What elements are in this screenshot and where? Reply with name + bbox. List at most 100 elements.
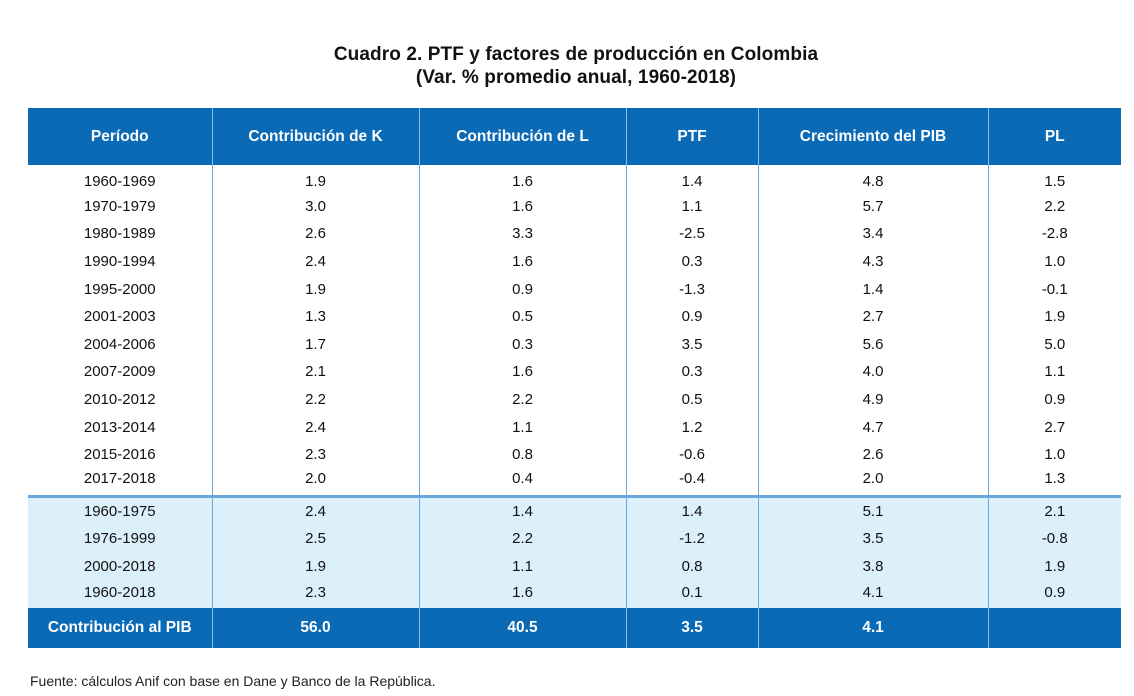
cell-pl: 1.3 xyxy=(987,468,1121,497)
cell-k-contribution: 2.3 xyxy=(211,440,419,469)
cell-l-contribution: 0.4 xyxy=(418,468,626,497)
table-footer: Contribución al PIB 56.0 40.5 3.5 4.1 xyxy=(28,608,1121,649)
cell-ptf: 0.3 xyxy=(625,358,758,386)
cell-l-contribution: 2.2 xyxy=(418,385,626,414)
cell-period: 2007-2009 xyxy=(83,363,156,381)
cell-k-contribution: 1.3 xyxy=(211,302,419,331)
cell-period: 1970-1979 xyxy=(83,197,156,215)
cell-l-contribution: 0.5 xyxy=(418,302,626,331)
table-row: 2007-2009 2.1 1.6 0.3 4.0 1.1 xyxy=(28,358,1121,386)
cell-ptf: 3.5 xyxy=(625,330,758,359)
period-rows: 1960-1969 1.9 1.6 1.4 4.8 1.5 1970-1979 3.0 1.6 1… xyxy=(28,165,1121,497)
cell-l-contribution: 1.6 xyxy=(418,580,626,609)
cell-pl: 1.0 xyxy=(987,247,1121,276)
cell-k-contribution: 2.1 xyxy=(211,358,419,386)
cell-gdp-growth: 5.6 xyxy=(757,330,988,359)
source-note: Fuente: cálculos Anif con base en Dane y… xyxy=(30,673,436,689)
footer-row: Contribución al PIB 56.0 40.5 3.5 4.1 xyxy=(28,608,1121,649)
summary-row: 2000-2018 1.9 1.1 0.8 3.8 1.9 xyxy=(28,552,1121,581)
cell-pl: 1.5 xyxy=(987,165,1121,193)
data-table: Período Contribución de K Contribución de … xyxy=(28,108,1121,649)
footer-cell-k-contribution: 56.0 xyxy=(211,608,419,649)
column-header-ptf: PTF xyxy=(625,108,758,165)
table-row: 1960-1969 1.9 1.6 1.4 4.8 1.5 xyxy=(28,165,1121,193)
cell-ptf: -0.6 xyxy=(625,440,758,469)
table-row: 2001-2003 1.3 0.5 0.9 2.7 1.9 xyxy=(28,302,1121,331)
cell-gdp-growth: 4.9 xyxy=(757,385,988,414)
cell-pl: 1.0 xyxy=(987,440,1121,469)
cell-gdp-growth: 4.7 xyxy=(757,413,988,441)
table-title: Cuadro 2. PTF y factores de producción e… xyxy=(333,44,819,65)
cell-k-contribution: 2.6 xyxy=(211,220,419,248)
cell-pl: 0.9 xyxy=(987,385,1121,414)
cell-gdp-growth: 4.8 xyxy=(757,165,988,193)
table-row: 1995-2000 1.9 0.9 -1.3 1.4 -0.1 xyxy=(28,275,1121,303)
cell-gdp-growth: 5.1 xyxy=(757,494,988,525)
footer-cell-l-contribution: 40.5 xyxy=(418,608,626,649)
cell-k-contribution: 1.9 xyxy=(211,552,419,581)
column-header-gdp-growth: Crecimiento del PIB xyxy=(757,108,988,165)
table-row: 2013-2014 2.4 1.1 1.2 4.7 2.7 xyxy=(28,413,1121,441)
cell-ptf: 1.1 xyxy=(625,192,758,221)
cell-l-contribution: 1.6 xyxy=(418,165,626,193)
cell-pl: -2.8 xyxy=(987,220,1121,248)
cell-ptf: -2.5 xyxy=(625,220,758,248)
cell-l-contribution: 1.6 xyxy=(418,192,626,221)
cell-l-contribution: 1.6 xyxy=(418,358,626,386)
table-header: Período Contribución de K Contribución de … xyxy=(28,108,1121,165)
cell-pl: 1.1 xyxy=(987,358,1121,386)
cell-k-contribution: 2.4 xyxy=(211,413,419,441)
cell-k-contribution: 2.5 xyxy=(211,524,419,553)
cell-ptf: 0.9 xyxy=(625,302,758,331)
cell-period: 2015-2016 xyxy=(83,446,156,464)
cell-ptf: 1.4 xyxy=(625,165,758,193)
cell-ptf: 0.1 xyxy=(625,580,758,609)
cell-ptf: 0.5 xyxy=(625,385,758,414)
cell-k-contribution: 2.4 xyxy=(211,247,419,276)
table-row: 2004-2006 1.7 0.3 3.5 5.6 5.0 xyxy=(28,330,1121,359)
cell-pl: 0.9 xyxy=(987,580,1121,609)
cell-l-contribution: 0.9 xyxy=(418,275,626,303)
cell-k-contribution: 2.2 xyxy=(211,385,419,414)
cell-period: 1995-2000 xyxy=(83,280,156,298)
footer-cell-pl xyxy=(987,608,1121,649)
cell-gdp-growth: 4.1 xyxy=(757,580,988,609)
cell-pl: 2.1 xyxy=(987,494,1121,525)
cell-period: 2010-2012 xyxy=(83,391,156,409)
cell-gdp-growth: 2.6 xyxy=(757,440,988,469)
cell-ptf: -0.4 xyxy=(625,468,758,497)
cell-gdp-growth: 3.5 xyxy=(757,524,988,553)
cell-gdp-growth: 2.0 xyxy=(757,468,988,497)
cell-period: 2017-2018 xyxy=(83,470,156,488)
cell-period: 1960-1969 xyxy=(83,173,156,191)
cell-period: 2001-2003 xyxy=(83,308,156,326)
cell-period: 1990-1994 xyxy=(83,253,156,271)
cell-ptf: -1.2 xyxy=(625,524,758,553)
cell-pl: 2.7 xyxy=(987,413,1121,441)
summary-row: 1976-1999 2.5 2.2 -1.2 3.5 -0.8 xyxy=(28,524,1121,553)
cell-period: 1960-1975 xyxy=(28,494,212,525)
cell-ptf: 1.2 xyxy=(625,413,758,441)
cell-pl: -0.1 xyxy=(987,275,1121,303)
table-row: 1970-1979 3.0 1.6 1.1 5.7 2.2 xyxy=(28,192,1121,221)
cell-pl: 1.9 xyxy=(987,302,1121,331)
cell-ptf: -1.3 xyxy=(625,275,758,303)
cell-period: 1980-1989 xyxy=(83,225,156,243)
cell-pl: 1.9 xyxy=(987,552,1121,581)
cell-gdp-growth: 1.4 xyxy=(757,275,988,303)
cell-l-contribution: 3.3 xyxy=(418,220,626,248)
footer-cell-gdp-growth: 4.1 xyxy=(757,608,988,649)
cell-gdp-growth: 2.7 xyxy=(757,302,988,331)
cell-l-contribution: 1.1 xyxy=(418,413,626,441)
footer-cell-period: Contribución al PIB xyxy=(28,608,212,649)
cell-l-contribution: 0.8 xyxy=(418,440,626,469)
table-subtitle: (Var. % promedio anual, 1960-2018) xyxy=(415,67,737,88)
table-row: 2010-2012 2.2 2.2 0.5 4.9 0.9 xyxy=(28,385,1121,414)
column-header-k-contribution: Contribución de K xyxy=(211,108,419,165)
table-row: 1990-1994 2.4 1.6 0.3 4.3 1.0 xyxy=(28,247,1121,276)
cell-period: 2013-2014 xyxy=(83,418,156,436)
cell-l-contribution: 1.6 xyxy=(418,247,626,276)
cell-gdp-growth: 5.7 xyxy=(757,192,988,221)
cell-pl: -0.8 xyxy=(987,524,1121,553)
cell-k-contribution: 2.3 xyxy=(211,580,419,609)
